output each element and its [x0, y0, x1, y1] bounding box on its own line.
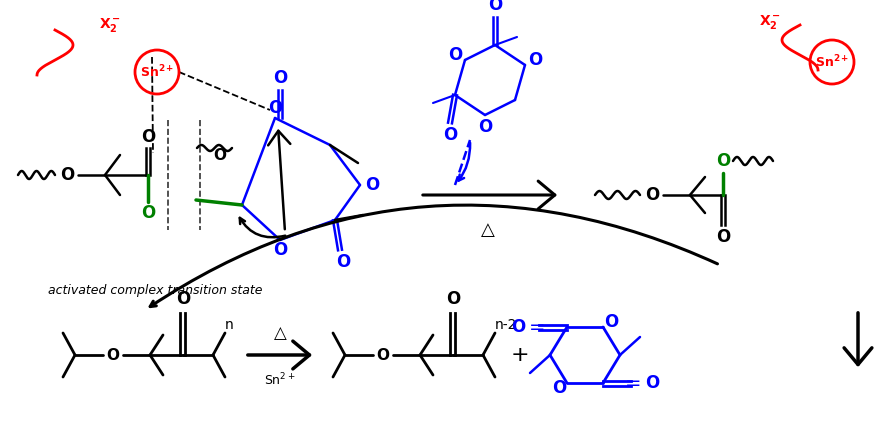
Text: O: O — [488, 0, 502, 14]
Text: O: O — [604, 313, 618, 331]
Text: $\mathbf{X_2^-}$: $\mathbf{X_2^-}$ — [759, 13, 781, 31]
Text: O: O — [141, 128, 155, 146]
Text: =: = — [529, 318, 545, 337]
Text: O: O — [106, 348, 120, 363]
Text: O: O — [443, 126, 457, 144]
Text: $\mathbf{X_2^-}$: $\mathbf{X_2^-}$ — [99, 16, 120, 34]
Text: O: O — [645, 186, 659, 204]
Text: △: △ — [274, 324, 286, 342]
Text: O: O — [510, 318, 525, 336]
Text: O: O — [377, 348, 390, 363]
Text: O: O — [268, 99, 282, 117]
Text: $\mathrm{Sn^{2+}}$: $\mathrm{Sn^{2+}}$ — [264, 372, 296, 388]
Text: O: O — [176, 290, 190, 308]
Text: $\mathbf{Sn^{2+}}$: $\mathbf{Sn^{2+}}$ — [140, 64, 174, 80]
Text: O: O — [214, 148, 227, 162]
Text: +: + — [510, 345, 529, 365]
Text: O: O — [716, 152, 730, 170]
Text: O: O — [60, 166, 74, 184]
Text: $\mathbf{Sn^{2+}}$: $\mathbf{Sn^{2+}}$ — [815, 54, 849, 70]
Text: O: O — [365, 176, 379, 194]
Text: =: = — [625, 374, 641, 393]
Text: O: O — [273, 69, 287, 87]
Text: O: O — [552, 379, 566, 397]
Text: O: O — [645, 374, 659, 392]
Text: n-2: n-2 — [495, 318, 517, 332]
Text: O: O — [273, 241, 287, 259]
Text: O: O — [478, 118, 492, 136]
Text: O: O — [141, 204, 155, 222]
Text: O: O — [716, 228, 730, 246]
Text: O: O — [448, 46, 462, 64]
Text: △: △ — [481, 221, 495, 239]
Text: O: O — [336, 253, 350, 271]
Text: O: O — [446, 290, 460, 308]
Text: activated complex transition state: activated complex transition state — [48, 283, 262, 297]
Text: O: O — [528, 51, 542, 69]
Text: n: n — [225, 318, 234, 332]
